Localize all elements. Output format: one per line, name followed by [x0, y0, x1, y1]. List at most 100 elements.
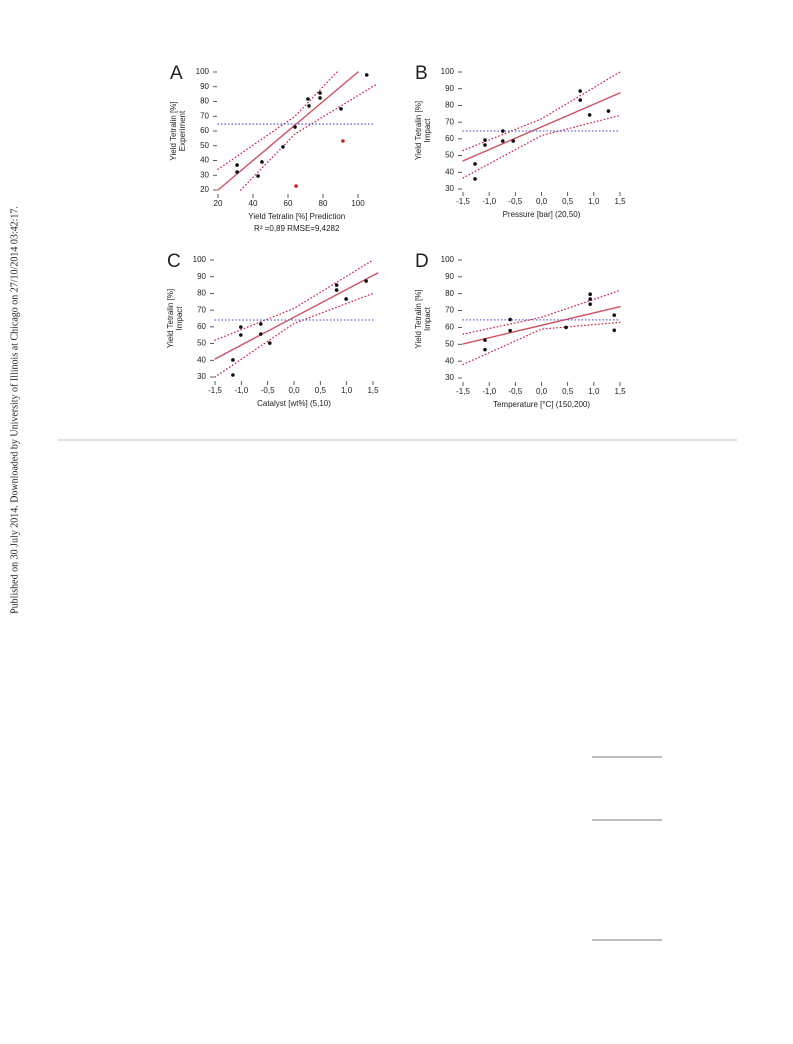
band-line [217, 71, 338, 170]
y-tick-label: 90 [445, 272, 454, 281]
point [306, 97, 310, 101]
band-line [462, 114, 621, 179]
point [508, 317, 512, 322]
x-tick-label: 1,5 [614, 197, 626, 206]
y-axis-label: Impact [423, 306, 432, 331]
point [483, 138, 487, 142]
x-tick-label: -1,5 [456, 197, 470, 206]
point [231, 358, 235, 362]
y-axis-label: Impact [423, 118, 432, 143]
point [339, 107, 343, 111]
x-tick-label: 1,5 [367, 386, 379, 395]
band-line [462, 71, 621, 152]
y-tick-label: 90 [445, 84, 454, 93]
point [473, 162, 477, 166]
point [483, 338, 487, 342]
y-tick-label: 80 [200, 97, 209, 106]
y-axis-label: Yield Tetralin [%] [414, 101, 423, 160]
y-tick-label: 90 [200, 82, 209, 91]
y-tick-label: 40 [445, 356, 454, 365]
panel-label: D [415, 251, 429, 272]
fit-line [217, 71, 359, 191]
y-tick-label: 30 [200, 170, 209, 179]
sidebar-note: Published on 30 July 2014. Downloaded by… [9, 206, 20, 614]
x-tick-label: -1,5 [456, 387, 470, 396]
x-tick-label: 80 [319, 199, 328, 208]
x-tick-label: 60 [284, 199, 293, 208]
point [318, 91, 322, 95]
y-tick-label: 30 [445, 184, 454, 193]
point [294, 184, 298, 188]
x-tick-label: -0,5 [261, 386, 275, 395]
x-tick-label: 20 [214, 199, 223, 208]
point [364, 279, 368, 283]
point [293, 125, 297, 129]
y-tick-label: 60 [200, 126, 209, 135]
y-tick-label: 20 [200, 185, 209, 194]
point [364, 73, 369, 77]
x-tick-label: -1,0 [482, 197, 496, 206]
x-tick-label: 0,5 [315, 386, 327, 395]
x-tick-label: 0,0 [536, 387, 548, 396]
point [307, 104, 311, 108]
x-axis-label: Temperature [°C] (150,200) [493, 400, 590, 409]
point [588, 302, 592, 306]
fit-line [214, 272, 379, 360]
point [578, 98, 583, 102]
y-tick-label: 100 [441, 255, 455, 264]
y-tick-label: 30 [445, 373, 454, 382]
x-tick-label: 0,5 [562, 387, 574, 396]
band-line [462, 289, 621, 335]
y-axis-label: Impact [175, 306, 184, 331]
point [500, 129, 505, 133]
point [281, 145, 285, 149]
y-tick-label: 100 [193, 255, 207, 264]
y-tick-label: 40 [200, 156, 209, 165]
band-line [214, 292, 374, 378]
y-tick-label: 80 [197, 289, 206, 298]
point [260, 160, 264, 164]
point [483, 347, 487, 352]
point [344, 297, 348, 301]
y-tick-label: 60 [445, 323, 454, 332]
x-axis-label: Pressure [bar] (20,50) [503, 210, 581, 219]
y-tick-label: 50 [445, 151, 454, 160]
point [259, 322, 263, 326]
y-tick-label: 100 [196, 67, 210, 76]
point [564, 325, 568, 330]
point [612, 328, 617, 333]
point [612, 313, 617, 317]
x-tick-label: -0,5 [508, 387, 522, 396]
y-tick-label: 40 [197, 355, 206, 364]
x-tick-label: -1,5 [208, 386, 222, 395]
y-axis-label: Yield Tetralin [%] [166, 289, 175, 348]
point [239, 333, 243, 337]
y-axis-label: Experiment [178, 110, 187, 151]
y-tick-label: 60 [197, 322, 206, 331]
point [511, 139, 516, 143]
x-tick-label: 1,0 [588, 197, 600, 206]
point [508, 328, 512, 333]
point [578, 89, 583, 93]
y-tick-label: 100 [441, 67, 455, 76]
y-tick-label: 70 [197, 305, 206, 314]
y-tick-label: 80 [445, 289, 454, 298]
y-tick-label: 50 [197, 339, 206, 348]
point [256, 174, 260, 178]
x-tick-label: -1,0 [482, 387, 496, 396]
fit-line [462, 92, 621, 162]
point [473, 177, 477, 181]
x-tick-label: 0,5 [562, 197, 574, 206]
point [341, 139, 345, 143]
y-tick-label: 90 [197, 272, 206, 281]
point [483, 143, 487, 147]
x-tick-label: 1,5 [614, 387, 626, 396]
y-tick-label: 50 [200, 141, 209, 150]
point [259, 332, 263, 336]
point [267, 341, 272, 345]
x-tick-label: 1,0 [341, 386, 353, 395]
annotation: R² =0,89 RMSE=9,4282 [254, 224, 340, 233]
point [500, 139, 505, 143]
point [318, 96, 322, 100]
